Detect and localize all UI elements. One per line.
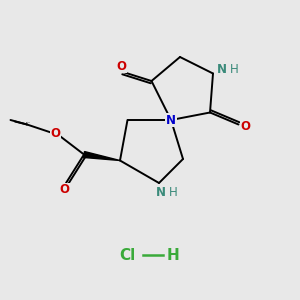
Polygon shape [83, 152, 120, 160]
Text: H: H [230, 63, 239, 76]
Text: Cl: Cl [119, 248, 136, 262]
Text: O: O [59, 183, 70, 196]
Text: H: H [169, 186, 178, 199]
Text: O: O [240, 119, 250, 133]
Text: N: N [155, 186, 166, 199]
Text: methyl: methyl [26, 122, 30, 123]
Text: O: O [50, 127, 61, 140]
Text: N: N [166, 113, 176, 127]
Text: N: N [217, 63, 227, 76]
Text: H: H [166, 248, 179, 262]
Text: O: O [116, 59, 127, 73]
